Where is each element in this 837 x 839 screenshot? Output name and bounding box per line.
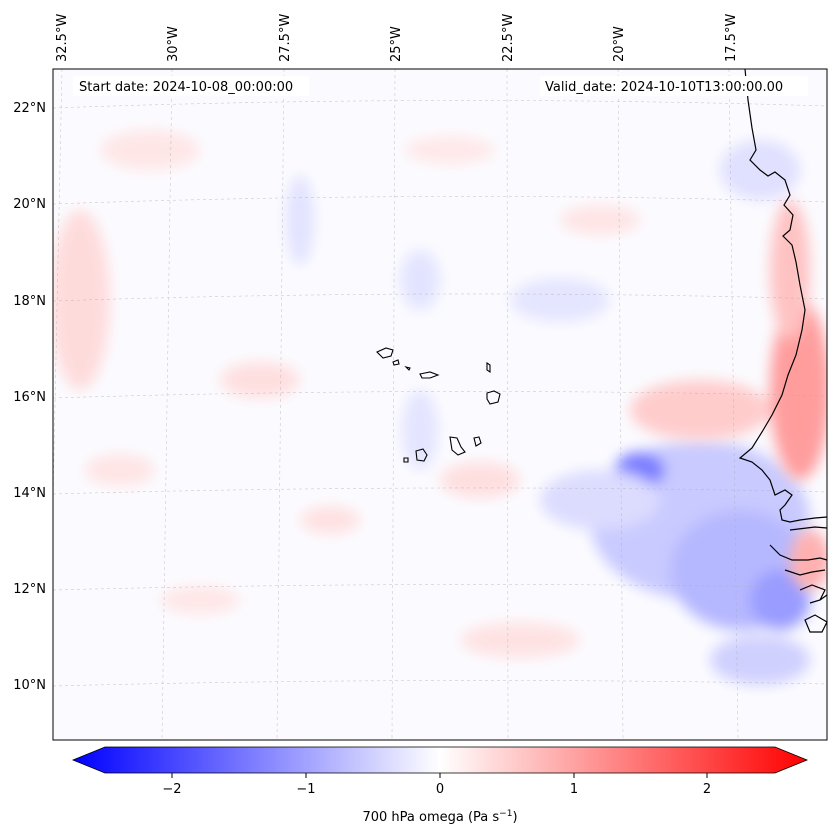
lon-label-17-5w: 17.5°W bbox=[724, 14, 739, 62]
graticule bbox=[53, 69, 827, 740]
lat-label-14n: 14°N bbox=[13, 486, 46, 501]
map-panel: Start date: 2024-10-08_00:00:00 Valid_da… bbox=[13, 14, 828, 741]
lon-label-20w: 20°W bbox=[612, 26, 627, 62]
lon-label-25w: 25°W bbox=[389, 26, 404, 62]
colorbar-tick-neg2: −2 bbox=[162, 782, 181, 797]
colorbar-ticks bbox=[171, 773, 708, 778]
lon-label-22-5w: 22.5°W bbox=[501, 14, 516, 62]
colorbar-label: 700 hPa omega (Pa s−1) bbox=[362, 809, 517, 825]
colorbar-tick-1: 1 bbox=[570, 782, 578, 797]
colorbar-bar bbox=[71, 746, 809, 774]
colorbar-tick-2: 2 bbox=[703, 782, 711, 797]
map-frame bbox=[52, 68, 828, 741]
colorbar-label-main: 700 hPa omega (Pa s bbox=[362, 810, 499, 825]
lon-label-27-5w: 27.5°W bbox=[278, 14, 293, 62]
start-date-box bbox=[73, 76, 309, 96]
lon-label-32-5w: 32.5°W bbox=[55, 14, 70, 62]
lat-label-10n: 10°N bbox=[13, 678, 46, 693]
omega-field bbox=[53, 130, 827, 685]
colorbar-label-exponent: −1 bbox=[499, 809, 512, 819]
africa-coastline bbox=[738, 68, 828, 633]
colorbar-label-end: ) bbox=[512, 810, 517, 825]
lat-label-12n: 12°N bbox=[13, 582, 46, 597]
colorbar-tick-0: 0 bbox=[436, 782, 444, 797]
latitude-labels: 22°N 20°N 18°N 16°N 14°N 12°N 10°N bbox=[13, 101, 46, 693]
lat-label-16n: 16°N bbox=[13, 390, 46, 405]
cape-verde-islands bbox=[376, 347, 501, 463]
valid-date-label: Valid_date: 2024-10-10T13:00:00.00 bbox=[545, 80, 783, 95]
longitude-labels: 32.5°W 30°W 27.5°W 25°W 22.5°W 20°W 17.5… bbox=[55, 14, 739, 62]
lat-label-20n: 20°N bbox=[13, 197, 46, 212]
colorbar: −2 −1 0 1 2 700 hPa omega (Pa s−1) bbox=[71, 746, 809, 825]
colorbar-tick-neg1: −1 bbox=[296, 782, 315, 797]
lat-label-22n: 22°N bbox=[13, 101, 46, 116]
lat-label-18n: 18°N bbox=[13, 294, 46, 309]
lon-label-30w: 30°W bbox=[166, 26, 181, 62]
valid-date-box bbox=[540, 76, 808, 96]
start-date-label: Start date: 2024-10-08_00:00:00 bbox=[79, 80, 293, 95]
